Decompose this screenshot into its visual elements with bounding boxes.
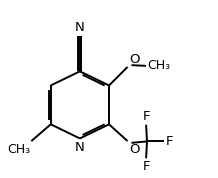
Text: F: F (142, 110, 150, 123)
Text: F: F (165, 135, 173, 148)
Text: CH₃: CH₃ (7, 143, 30, 156)
Text: N: N (75, 141, 85, 154)
Text: O: O (129, 53, 140, 66)
Text: F: F (142, 160, 150, 173)
Text: N: N (75, 21, 85, 34)
Text: O: O (129, 143, 140, 156)
Text: CH₃: CH₃ (147, 59, 170, 72)
